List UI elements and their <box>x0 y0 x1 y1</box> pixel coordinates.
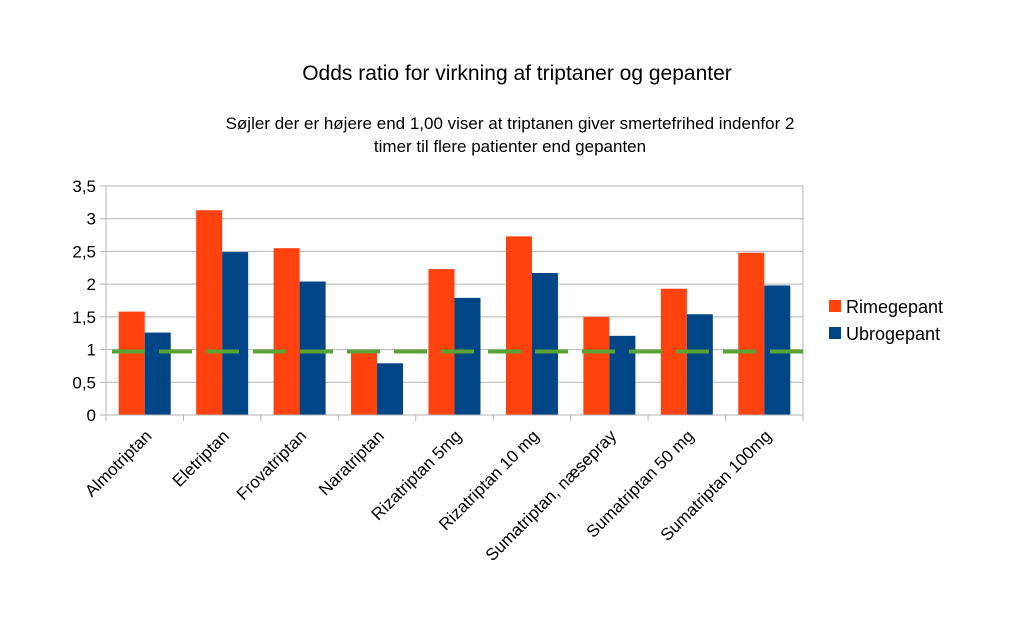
y-tick-label: 3,5 <box>72 177 96 196</box>
chart-subtitle-line-1: Søjler der er højere end 1,00 viser at t… <box>226 114 795 133</box>
bar-ubrogepant <box>222 252 249 415</box>
bar-ubrogepant <box>531 273 558 415</box>
y-tick-label: 2 <box>87 275 96 294</box>
x-tick-label: Eletriptan <box>169 426 233 490</box>
bar-rimegepant <box>118 311 145 415</box>
y-tick-label: 0,5 <box>72 373 96 392</box>
bar-ubrogepant <box>299 281 326 415</box>
bar-rimegepant <box>738 252 765 415</box>
legend-swatch <box>829 327 841 339</box>
chart-subtitle-line-2: timer til flere patienter end gepanten <box>374 137 646 156</box>
x-tick-label: Sumatriptan, næsepray <box>482 426 621 565</box>
bar-ubrogepant <box>686 314 713 415</box>
bar-ubrogepant <box>377 363 404 415</box>
bar-rimegepant <box>196 210 223 415</box>
bar-rimegepant <box>583 316 610 415</box>
y-tick-label: 1 <box>87 341 96 360</box>
bar-ubrogepant <box>454 297 481 415</box>
bar-rimegepant <box>505 236 532 415</box>
y-tick-label: 1,5 <box>72 308 96 327</box>
chart-title: Odds ratio for virkning af triptaner og … <box>302 62 732 85</box>
legend-label: Rimegepant <box>846 297 943 317</box>
x-tick-label: Frovatriptan <box>233 426 311 504</box>
y-tick-label: 2,5 <box>72 242 96 261</box>
x-tick-label: Naratriptan <box>315 426 388 499</box>
y-tick-label: 0 <box>87 406 96 425</box>
bar-rimegepant <box>351 351 378 415</box>
bar-ubrogepant <box>609 335 636 415</box>
bar-rimegepant <box>428 269 455 415</box>
legend-swatch <box>829 300 841 312</box>
x-tick-label: Almotriptan <box>81 426 155 500</box>
y-tick-label: 3 <box>87 210 96 229</box>
bar-rimegepant <box>273 248 300 415</box>
legend-label: Ubrogepant <box>846 324 940 344</box>
bar-ubrogepant <box>144 332 171 415</box>
